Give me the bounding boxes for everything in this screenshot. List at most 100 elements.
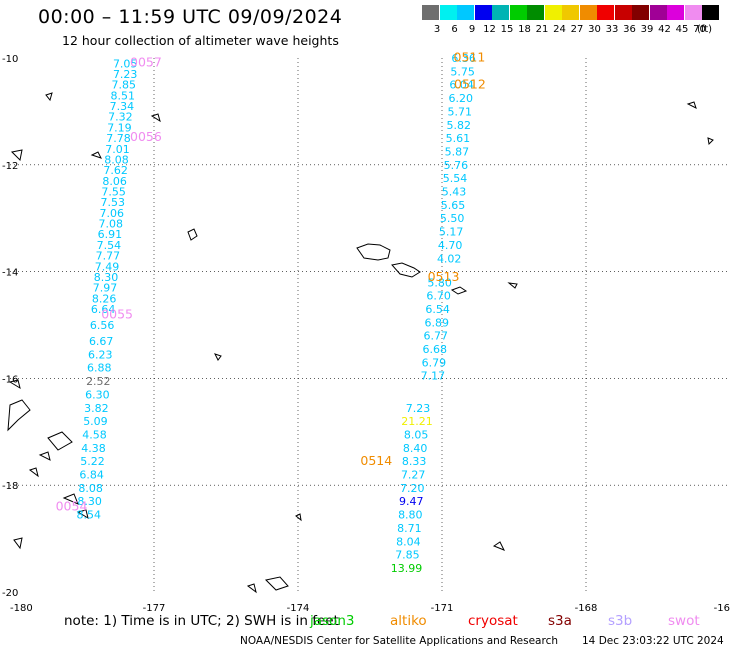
map-note: note: 1) Time is in UTC; 2) SWH is in fe… (64, 613, 339, 629)
island-futuna (90, 151, 102, 159)
wave-height-value: 8.40 (403, 442, 428, 455)
pass-number-label: 0513 (428, 269, 460, 284)
wave-height-value: 6.54 (425, 303, 450, 316)
legend-swatch (597, 5, 614, 20)
wave-height-value: 8.05 (404, 428, 429, 441)
island-swains (450, 286, 468, 295)
wave-height-value: 8.26 (92, 292, 117, 305)
wave-height-value: 7.77 (96, 250, 121, 263)
wave-height-value: 7.23 (113, 68, 138, 81)
wave-height-value: 6.30 (85, 388, 110, 401)
legend-swatch (702, 5, 719, 20)
island-outlines (7, 92, 714, 594)
legend-label: 30 (588, 24, 601, 35)
legend-swatch (614, 5, 632, 20)
island-south-2 (246, 583, 257, 594)
pass-number-label: 0056 (130, 129, 162, 144)
wave-height-value: 7.27 (401, 469, 426, 482)
legend-label: 3 (433, 24, 441, 35)
legend-swatch (422, 5, 439, 20)
legend-label: 27 (570, 24, 584, 35)
lat-tick-label: -10 (2, 54, 18, 65)
wave-height-value: 13.99 (391, 562, 423, 575)
wave-height-value: 5.17 (439, 226, 464, 239)
lon-tick-label: -168 (575, 603, 598, 614)
legend-label: 24 (553, 24, 566, 35)
lon-tick-label: -16 (714, 603, 730, 614)
lat-lon-grid (10, 58, 730, 592)
wave-height-value: 7.78 (106, 132, 131, 145)
wave-height-value: 4.58 (82, 428, 107, 441)
wave-height-value: 7.01 (105, 143, 130, 156)
legend-label: 36 (623, 24, 636, 35)
wave-height-value: 5.50 (440, 212, 465, 225)
pass-number-label: 0514 (360, 453, 392, 468)
satellite-jason3: jason3 (310, 613, 355, 629)
legend-label: 12 (483, 24, 496, 35)
wave-height-value: 8.80 (398, 509, 423, 522)
legend-swatch (649, 5, 667, 20)
island-lau-2 (28, 467, 39, 478)
wave-height-value: 8.08 (78, 482, 103, 495)
wave-height-value: 6.68 (423, 343, 448, 356)
credit-line: NOAA/NESDIS Center for Satellite Applica… (240, 635, 558, 647)
wave-height-value: 6.84 (79, 469, 104, 482)
wave-height-value: 7.62 (103, 164, 128, 177)
legend-swatch (632, 5, 649, 20)
wave-height-value: 5.22 (80, 455, 105, 468)
island-lau-3 (62, 493, 79, 505)
wave-height-value: 5.09 (83, 415, 108, 428)
legend-swatch (439, 5, 457, 20)
island-small-3 (150, 113, 161, 123)
island-ne-2 (707, 137, 714, 146)
wave-height-value: 7.53 (100, 196, 125, 209)
wave-height-value: 6.36 (451, 52, 476, 65)
generated-timestamp: 14 Dec 23:03:22 UTC 2024 (582, 635, 724, 647)
wave-height-value: 6.67 (89, 335, 114, 348)
island-rotuma (214, 353, 222, 361)
page-title: 00:00 – 11:59 UTC 09/09/2024 (38, 6, 343, 28)
wave-height-value: 8.08 (104, 153, 129, 166)
satellite-cryosat: cryosat (468, 613, 518, 629)
wave-height-value: 5.71 (448, 105, 473, 118)
lat-tick-label: -14 (2, 268, 18, 279)
lat-tick-label: -16 (2, 374, 18, 385)
island-south-1 (264, 576, 289, 591)
island-wallis (187, 228, 198, 241)
island-lau-4 (76, 509, 89, 520)
wave-height-value: 2.52 (86, 375, 111, 388)
island-small-2 (295, 513, 302, 522)
wave-height-value: 5.65 (441, 199, 466, 212)
legend-label: 6 (451, 24, 458, 35)
wave-height-value: 5.75 (450, 65, 475, 78)
island-fiji-north (8, 379, 21, 390)
wave-height-value: 7.54 (97, 239, 122, 252)
wave-height-value: 9.47 (399, 495, 424, 508)
map-axes: -180 -177 -174 -171 -168 -16 -10 -12 -14 -16 -18 -2… (2, 54, 730, 614)
legend-label: 15 (500, 24, 514, 35)
legend-swatch (579, 5, 597, 20)
wave-height-value: 7.32 (108, 111, 133, 124)
wave-height-value: 6.88 (87, 362, 112, 375)
lon-tick-label: -177 (143, 603, 166, 614)
wave-height-value: 8.04 (396, 535, 421, 548)
wave-height-value: 8.30 (77, 495, 102, 508)
wave-height-value: 21.21 (401, 415, 433, 428)
wave-height-value: 8.06 (102, 175, 127, 188)
wave-height-value: 7.20 (400, 482, 425, 495)
wave-height-value: 3.82 (84, 402, 109, 415)
wave-height-value: 8.71 (397, 522, 422, 535)
wave-height-value: 6.70 (426, 290, 451, 303)
legend-swatch (509, 5, 527, 20)
island-niuafoou (492, 541, 506, 551)
lon-tick-label: -180 (10, 603, 33, 614)
pass-labels: 0057 0056 0055 0054 0511 0512 0513 0514 (56, 49, 486, 513)
island-tutuila (391, 262, 421, 278)
wave-height-value: 7.08 (99, 218, 124, 231)
wave-height-value: 6.77 (424, 330, 449, 343)
island-taveuni (47, 431, 73, 451)
island-nw-1 (45, 92, 53, 102)
wave-height-value: 4.38 (81, 442, 106, 455)
wave-height-value: 6.56 (90, 319, 115, 332)
legend-swatch (492, 5, 509, 20)
